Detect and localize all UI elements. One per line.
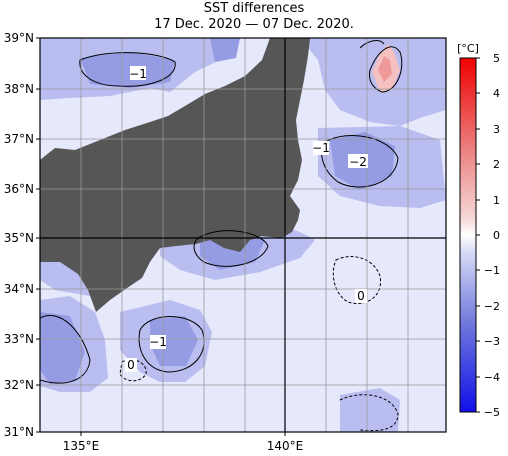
colorbar-tick-label: 3 <box>493 123 500 136</box>
colorbar-tick-label: −4 <box>484 371 500 384</box>
lat-label: 34°N <box>4 282 34 296</box>
major-graticule <box>40 38 446 432</box>
land-japan <box>40 38 310 312</box>
colorbar-scale <box>459 57 477 413</box>
graticule <box>40 38 446 432</box>
lat-label: 35°N <box>4 231 34 245</box>
island <box>120 222 134 236</box>
island <box>144 244 156 258</box>
contour-label: −1 <box>149 335 167 349</box>
axis-ticks <box>36 37 286 436</box>
colorbar-tick-label: 4 <box>493 87 500 100</box>
lon-label: 140°E <box>267 439 304 453</box>
lat-label: 37°N <box>4 132 34 146</box>
latitude-labels: 39°N 38°N 37°N 36°N 35°N 34°N 33°N 32°N … <box>4 31 34 439</box>
colorbar-tick-label: −2 <box>484 300 500 313</box>
map-area: −1 −1 −2 −1 0 0 <box>40 38 446 432</box>
map-title: SST differences <box>203 1 305 16</box>
lat-label: 39°N <box>4 31 34 45</box>
colorbar-tick-label: −3 <box>484 335 500 348</box>
lon-label: 135°E <box>63 439 100 453</box>
colorbar-tick-label: 1 <box>493 194 500 207</box>
lat-label: 32°N <box>4 378 34 392</box>
contour-label: −1 <box>129 67 147 81</box>
contour-label: 0 <box>357 289 365 303</box>
warming-patch <box>372 44 400 92</box>
colorbar-tick-label: 2 <box>493 158 500 171</box>
lat-label: 36°N <box>4 182 34 196</box>
contour-label: 0 <box>127 358 135 372</box>
map-date-range: 17 Dec. 2020 — 07 Dec. 2020. <box>154 17 354 32</box>
island <box>148 128 160 140</box>
contour-label: −1 <box>312 141 330 155</box>
colorbar-tick-label: 5 <box>493 52 500 65</box>
colorbar-ticks <box>476 57 480 413</box>
colorbar-unit: [°C] <box>457 42 479 55</box>
lat-label: 38°N <box>4 82 34 96</box>
colorbar-tick-label: −1 <box>484 264 500 277</box>
longitude-labels: 135°E 140°E <box>63 439 304 453</box>
map-frame <box>39 37 447 433</box>
colorbar: [°C] 5 4 3 2 1 0 −1 −2 −3 −4 −5 <box>457 42 500 419</box>
lat-label: 33°N <box>4 332 34 346</box>
colorbar-tick-label: −5 <box>484 406 500 419</box>
contour-label-group: −1 −1 −2 −1 0 0 <box>125 66 368 372</box>
contour-label: −2 <box>349 155 367 169</box>
lat-label: 31°N <box>4 425 34 439</box>
colorbar-tick-label: 0 <box>493 229 500 242</box>
